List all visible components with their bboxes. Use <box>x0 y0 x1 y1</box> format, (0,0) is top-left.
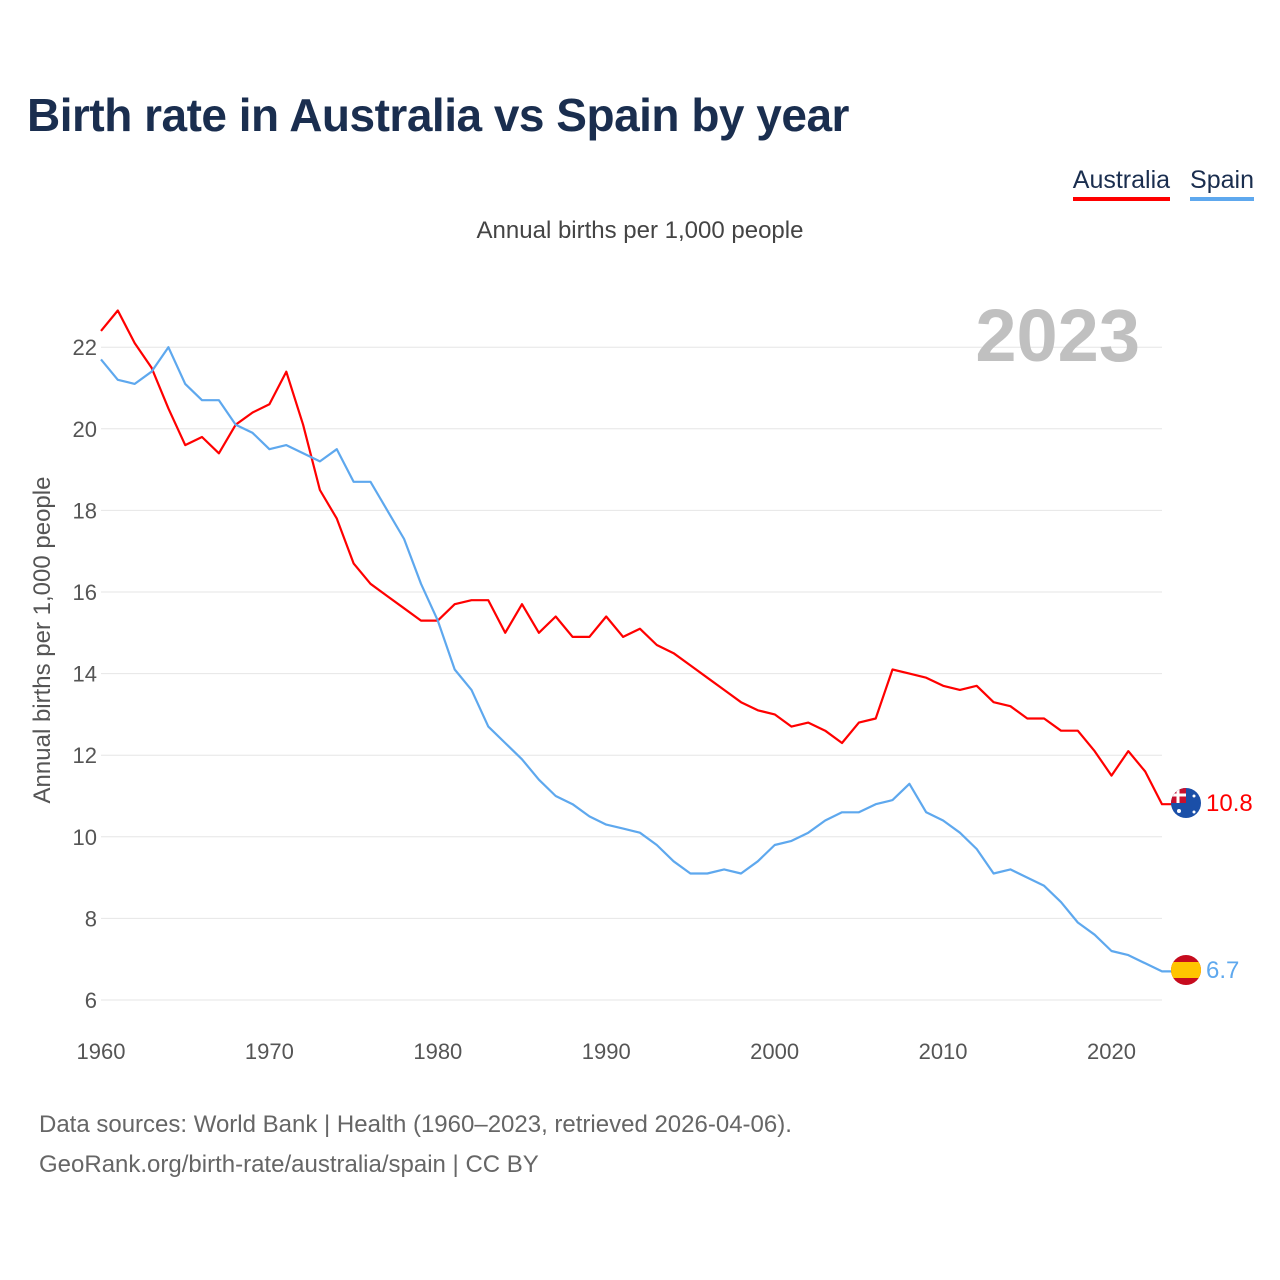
legend-item-australia[interactable]: Australia <box>1072 166 1171 201</box>
y-tick-label: 8 <box>85 906 97 931</box>
x-tick-label: 1990 <box>582 1039 631 1064</box>
y-tick-label: 18 <box>73 498 97 523</box>
data-sources: Data sources: World Bank | Health (1960–… <box>39 1111 792 1138</box>
legend-item-spain[interactable]: Spain <box>1190 166 1254 201</box>
x-tick-label: 2010 <box>919 1039 968 1064</box>
source-link[interactable]: GeoRank.org/birth-rate/australia/spain |… <box>39 1151 539 1178</box>
spain-end-label: 6.7 <box>1206 957 1239 984</box>
y-axis-label: Annual births per 1,000 people <box>29 477 56 804</box>
y-tick-label: 16 <box>73 580 97 605</box>
x-tick-label: 1960 <box>77 1039 126 1064</box>
spain-flag-icon <box>1171 955 1201 985</box>
x-tick-label: 2000 <box>750 1039 799 1064</box>
y-tick-label: 22 <box>73 335 97 360</box>
x-tick-label: 2020 <box>1087 1039 1136 1064</box>
series-line-spain <box>100 346 1174 973</box>
chart-subtitle: Annual births per 1,000 people <box>476 217 804 244</box>
x-tick-label: 1970 <box>245 1039 294 1064</box>
year-watermark: 2023 <box>975 294 1140 377</box>
y-tick-label: 6 <box>85 988 97 1013</box>
legend: Australia Spain <box>1072 166 1254 201</box>
x-tick-label: 1980 <box>413 1039 462 1064</box>
chart-title: Birth rate in Australia vs Spain by year <box>27 89 849 141</box>
australia-flag-icon <box>1171 788 1201 818</box>
y-tick-label: 10 <box>73 825 97 850</box>
y-tick-label: 12 <box>73 743 97 768</box>
y-tick-label: 14 <box>73 662 97 687</box>
y-tick-label: 20 <box>73 417 97 442</box>
australia-end-label: 10.8 <box>1206 790 1253 817</box>
footer: Data sources: World Bank | Health (1960–… <box>39 1105 792 1185</box>
series-line-australia <box>100 309 1174 806</box>
